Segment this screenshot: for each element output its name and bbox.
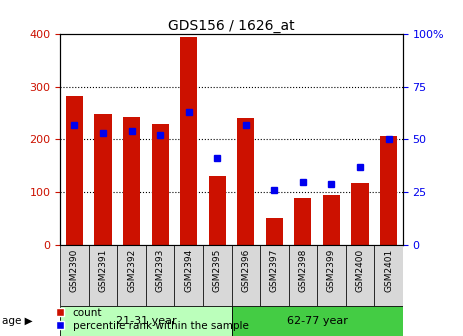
Bar — [351, 183, 369, 245]
Bar — [237, 118, 254, 245]
Text: GSM2400: GSM2400 — [356, 248, 364, 292]
Bar — [317, 245, 346, 306]
Bar — [203, 245, 232, 306]
Text: GSM2394: GSM2394 — [184, 248, 193, 292]
Text: GSM2390: GSM2390 — [70, 248, 79, 292]
Text: 21-31 year: 21-31 year — [116, 316, 176, 326]
Text: GSM2401: GSM2401 — [384, 248, 393, 292]
Bar — [294, 198, 312, 245]
Bar — [209, 176, 226, 245]
Legend: count, percentile rank within the sample: count, percentile rank within the sample — [56, 308, 249, 331]
Text: GSM2399: GSM2399 — [327, 248, 336, 292]
Text: GSM2396: GSM2396 — [241, 248, 250, 292]
Bar — [123, 117, 140, 245]
Bar — [266, 218, 283, 245]
Text: GSM2397: GSM2397 — [270, 248, 279, 292]
Bar — [232, 245, 260, 306]
Bar — [94, 114, 112, 245]
Bar — [66, 95, 83, 245]
Bar — [232, 306, 403, 336]
Text: GSM2398: GSM2398 — [298, 248, 307, 292]
Text: GSM2392: GSM2392 — [127, 248, 136, 292]
Bar — [146, 245, 175, 306]
Bar — [323, 195, 340, 245]
Bar — [260, 245, 288, 306]
Text: GSM2393: GSM2393 — [156, 248, 165, 292]
Bar — [180, 37, 197, 245]
Text: age ▶: age ▶ — [2, 316, 33, 326]
Bar — [374, 245, 403, 306]
Bar — [346, 245, 374, 306]
Bar — [151, 124, 169, 245]
Bar — [60, 306, 232, 336]
Bar — [60, 245, 89, 306]
Bar — [288, 245, 317, 306]
Bar — [380, 136, 397, 245]
Bar — [117, 245, 146, 306]
Bar — [175, 245, 203, 306]
Text: GSM2395: GSM2395 — [213, 248, 222, 292]
Text: 62-77 year: 62-77 year — [287, 316, 348, 326]
Bar — [89, 245, 117, 306]
Text: GSM2391: GSM2391 — [99, 248, 107, 292]
Title: GDS156 / 1626_at: GDS156 / 1626_at — [168, 18, 295, 33]
